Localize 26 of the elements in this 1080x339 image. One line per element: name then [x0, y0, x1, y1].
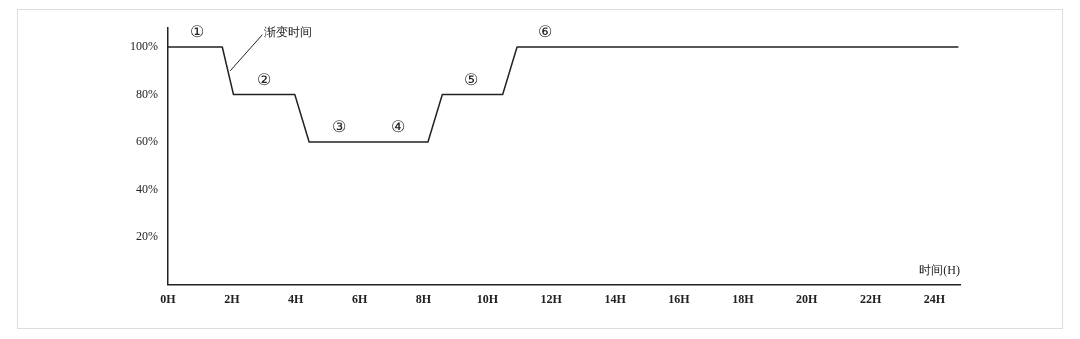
- y-tick-label: 40%: [136, 181, 158, 196]
- x-tick-label: 4H: [288, 291, 305, 306]
- x-axis-title: 时间(H): [919, 262, 960, 277]
- annotation: ⑤: [464, 70, 479, 88]
- x-tick-label: 16H: [668, 291, 691, 306]
- annotation: 渐变时间: [264, 24, 313, 39]
- x-tick-label: 22H: [859, 291, 882, 306]
- x-tick-label: 2H: [224, 291, 241, 306]
- y-tick-label: 100%: [130, 39, 158, 54]
- x-tick-label: 18H: [732, 291, 755, 306]
- annotation: ④: [390, 118, 405, 136]
- x-tick-label: 0H: [160, 291, 177, 306]
- x-tick-label: 6H: [351, 291, 368, 306]
- annotation: ①: [189, 23, 204, 41]
- x-tick-label: 8H: [415, 291, 432, 306]
- y-tick-label: 20%: [136, 229, 158, 244]
- x-tick-label: 12H: [540, 291, 563, 306]
- annotation: ⑥: [537, 23, 552, 41]
- y-tick-label: 80%: [136, 86, 158, 101]
- x-tick-label: 10H: [476, 291, 499, 306]
- annotation: ②: [256, 70, 271, 88]
- x-tick-label: 20H: [796, 291, 819, 306]
- x-tick-label: 14H: [604, 291, 627, 306]
- y-tick-label: 60%: [136, 134, 158, 149]
- annotation: ③: [331, 118, 346, 136]
- x-tick-label: 24H: [923, 291, 946, 306]
